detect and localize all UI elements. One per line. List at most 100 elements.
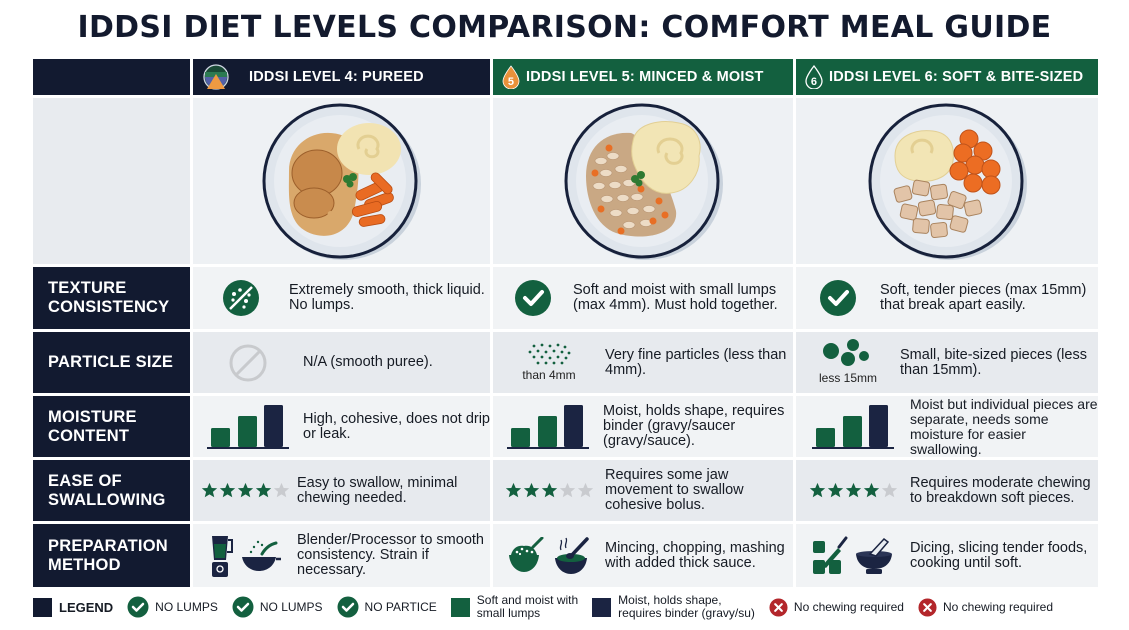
- star-rating-icon: [201, 482, 290, 499]
- star-empty-icon: [559, 482, 575, 498]
- star-empty-icon: [273, 482, 289, 498]
- plate-image-level-6: [796, 98, 1098, 264]
- cell-text: Soft, tender pieces (max 15mm) that brea…: [880, 282, 1087, 313]
- column-header-level-4: IDDSI LEVEL 4: PUREED: [193, 59, 490, 95]
- cell-texture-level-5: Soft and moist with small lumps (max 4mm…: [493, 267, 793, 329]
- column-header-label: IDDSI LEVEL 6: SOFT & BITE-SIZED: [829, 69, 1084, 85]
- cell-text: Easy to swallow, minimal chewing needed.: [297, 474, 458, 506]
- header-corner: [33, 59, 190, 95]
- star-rating-icon: [505, 482, 594, 499]
- cell-text: Dicing, slicing tender foods, cooking un…: [910, 539, 1088, 571]
- bite-sized-meal-plate-icon: [868, 103, 1027, 260]
- cell-swallowing-level-6: Requires moderate chewing to breakdown s…: [796, 460, 1098, 521]
- row-label-preparation-method: PREPARATION METHOD: [33, 524, 190, 587]
- cell-text: Mincing, chopping, mashing with added th…: [605, 539, 785, 571]
- red-x-circle-icon: [769, 597, 788, 617]
- bowl-splash-icon: [242, 540, 281, 571]
- minced-meal-plate-icon: [564, 103, 723, 260]
- bite-sized-pieces-icon: [823, 339, 869, 366]
- particle-caption: than 4mm: [522, 368, 576, 382]
- legend-item: No chewing required: [769, 597, 904, 617]
- check-circle-icon: [820, 280, 856, 316]
- check-circle-icon: [515, 280, 551, 316]
- cell-preparation-level-4: Blender/Processor to smooth consistency.…: [193, 524, 490, 587]
- navy-swatch-icon: [592, 597, 612, 617]
- navy-swatch-icon: [33, 597, 52, 617]
- column-header-label: IDDSI LEVEL 5: MINCED & MOIST: [526, 69, 764, 85]
- level-6-drop-icon: 6: [805, 65, 823, 89]
- red-x-circle-icon: [918, 597, 937, 617]
- fine-particles-icon: [528, 343, 571, 365]
- legend-item: NO PARTICE: [337, 596, 437, 618]
- star-filled-icon: [201, 482, 217, 498]
- star-rating-icon: [809, 482, 898, 499]
- cell-text: Blender/Processor to smooth consistency.…: [297, 532, 484, 578]
- moisture-bars-icon: [207, 404, 289, 449]
- legend-item: Soft and moist with small lumps: [450, 594, 578, 620]
- cell-particle-level-6: less 15mm Small, bite-sized pieces (less…: [796, 332, 1098, 393]
- star-filled-icon: [255, 482, 271, 498]
- star-empty-icon: [881, 482, 897, 498]
- plate-image-level-5: [493, 98, 793, 264]
- star-filled-icon: [219, 482, 235, 498]
- smooth-texture-icon: [223, 280, 259, 316]
- not-applicable-icon: [229, 344, 267, 381]
- row-label-ease-of-swallowing: EASE OF SWALLOWING: [33, 460, 190, 521]
- cell-text: N/A (smooth puree).: [303, 354, 433, 370]
- cell-moisture-level-5: Moist, holds shape, requires binder (gra…: [493, 396, 793, 457]
- level-5-drop-icon: 5: [502, 65, 520, 89]
- particle-caption: less 15mm: [818, 371, 877, 385]
- cell-text: Very fine particles (less than 4mm).: [605, 346, 787, 378]
- svg-text:6: 6: [811, 76, 817, 88]
- mash-bowl-icon: [509, 536, 544, 572]
- column-header-label: IDDSI LEVEL 4: PUREED: [249, 69, 424, 85]
- legend-item: NO LUMPS: [232, 596, 323, 618]
- cell-particle-level-4: N/A (smooth puree).: [193, 332, 490, 393]
- star-filled-icon: [237, 482, 253, 498]
- cell-text: Requires moderate chewing to breakdown s…: [910, 474, 1091, 506]
- cell-moisture-level-4: High, cohesive, does not drip or leak.: [193, 396, 490, 457]
- comparison-table: IDDSI LEVEL 4: PUREED 5 IDDSI LEVEL 5: M…: [33, 59, 1098, 587]
- cell-swallowing-level-5: Requires some jaw movement to swallow co…: [493, 460, 793, 521]
- legend-item: NO LUMPS: [127, 596, 218, 618]
- legend-title: LEGEND: [33, 597, 113, 617]
- check-circle-icon: [232, 596, 254, 618]
- page-title: IDDSI DIET LEVELS COMPARISON: COMFORT ME…: [77, 10, 1052, 45]
- star-filled-icon: [845, 482, 861, 498]
- cell-text: Moist but individual pieces are separate…: [910, 395, 1098, 457]
- cell-preparation-level-5: Mincing, chopping, mashing with added th…: [493, 524, 793, 587]
- plate-image-level-4: [193, 98, 490, 264]
- star-filled-icon: [523, 482, 539, 498]
- diced-cubes-knife-icon: [813, 536, 848, 574]
- mortar-pestle-icon: [856, 537, 892, 574]
- column-header-level-6: 6 IDDSI LEVEL 6: SOFT & BITE-SIZED: [796, 59, 1098, 95]
- cell-swallowing-level-4: Easy to swallow, minimal chewing needed.: [193, 460, 490, 521]
- legend-item: Moist, holds shape, requires binder (grav…: [592, 594, 755, 620]
- row-label-moisture-content: MOISTURE CONTENT: [33, 396, 190, 457]
- level-4-badge-icon: [203, 64, 229, 90]
- pureed-meal-plate-icon: [262, 103, 421, 260]
- cell-text: Small, bite-sized pieces (less than 15mm…: [900, 346, 1087, 378]
- cell-particle-level-5: than 4mm Very fine particles (less than …: [493, 332, 793, 393]
- star-filled-icon: [809, 482, 825, 498]
- cell-moisture-level-6: Moist but individual pieces are separate…: [796, 396, 1098, 457]
- row-label-texture-consistency: TEXTURE CONSISTENCY: [33, 267, 190, 329]
- check-circle-icon: [127, 596, 149, 618]
- cell-text: Soft and moist with small lumps (max 4mm…: [573, 282, 778, 313]
- cell-text: Moist, holds shape, requires binder (gra…: [603, 403, 785, 449]
- star-filled-icon: [827, 482, 843, 498]
- cell-texture-level-6: Soft, tender pieces (max 15mm) that brea…: [796, 267, 1098, 329]
- cell-preparation-level-6: Dicing, slicing tender foods, cooking un…: [796, 524, 1098, 587]
- cell-text: High, cohesive, does not drip or leak.: [303, 410, 490, 442]
- star-filled-icon: [541, 482, 557, 498]
- legend-item: No chewing required: [918, 597, 1053, 617]
- blender-icon: [212, 535, 233, 577]
- moisture-bars-icon: [812, 404, 894, 449]
- check-circle-icon: [337, 596, 359, 618]
- star-empty-icon: [577, 482, 593, 498]
- legend: LEGEND NO LUMPS NO LUMPS NO PARTICE Soft…: [33, 592, 1113, 622]
- cell-text: Requires some jaw movement to swallow co…: [605, 467, 744, 513]
- column-header-level-5: 5 IDDSI LEVEL 5: MINCED & MOIST: [493, 59, 793, 95]
- green-swatch-icon: [450, 597, 470, 617]
- image-row-label: [33, 98, 190, 264]
